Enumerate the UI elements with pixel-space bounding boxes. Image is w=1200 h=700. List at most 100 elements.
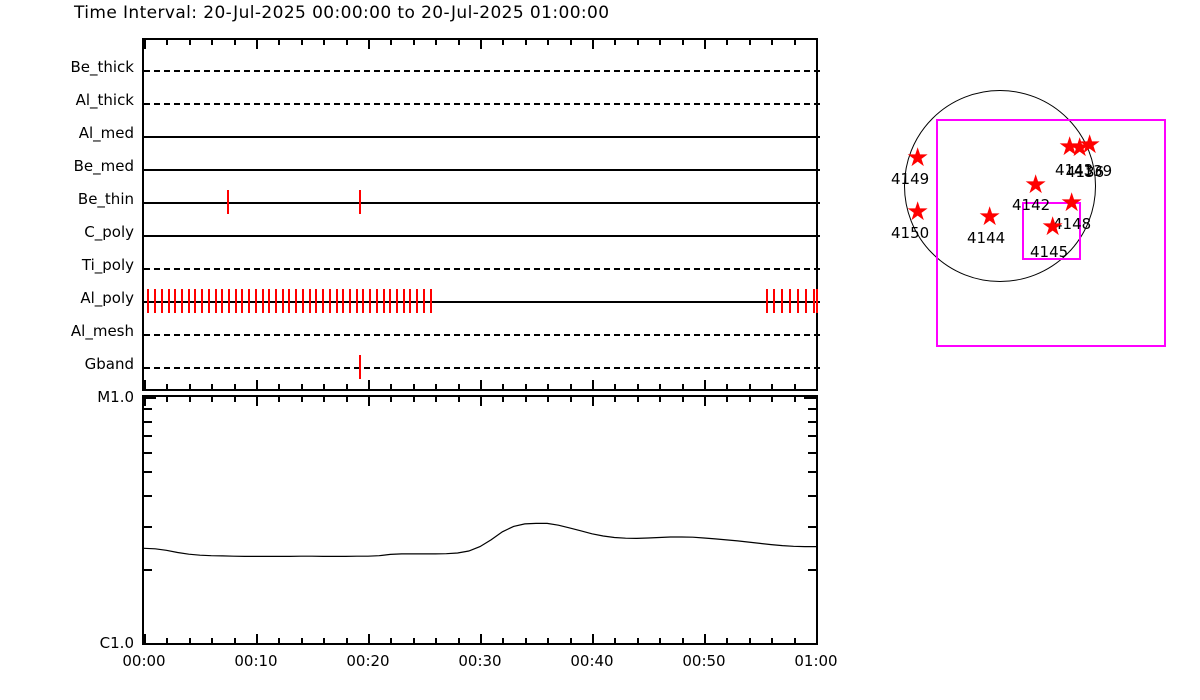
active-region-label-4150: 4150: [891, 224, 930, 242]
axis-tick: [166, 384, 169, 389]
filter-label-al_mesh: Al_mesh: [70, 322, 134, 340]
axis-tick: [457, 397, 460, 402]
axis-tick: [144, 420, 152, 423]
axis-tick: [614, 638, 617, 643]
filter-label-al_med: Al_med: [78, 124, 134, 142]
axis-tick: [256, 380, 258, 389]
axis-tick: [524, 638, 527, 643]
page-title: Time Interval: 20-Jul-2025 00:00:00 to 2…: [74, 3, 610, 23]
observation-tick: [160, 289, 163, 313]
axis-tick: [808, 494, 816, 497]
axis-tick: [808, 451, 816, 454]
axis-tick: [748, 638, 751, 643]
axis-tick: [659, 40, 662, 45]
axis-tick: [502, 384, 505, 389]
axis-tick: [323, 40, 326, 45]
filter-row-line-al_poly: [144, 301, 820, 303]
axis-tick: [681, 397, 684, 402]
observation-tick: [359, 355, 362, 379]
observation-tick: [295, 289, 298, 313]
axis-tick: [524, 40, 527, 45]
axis-tick: [457, 40, 460, 45]
axis-tick: [144, 40, 146, 49]
axis-tick: [726, 384, 729, 389]
axis-tick: [144, 494, 152, 497]
filter-row-line-be_med: [144, 169, 820, 171]
goes-x-label: 00:30: [458, 652, 502, 670]
goes-y-label-top: M1.0: [97, 388, 134, 406]
filter-axis-ticks-bottom: [144, 380, 820, 389]
observation-tick: [226, 190, 229, 214]
axis-tick: [808, 525, 816, 528]
filter-row-line-c_poly: [144, 235, 820, 237]
axis-tick: [211, 397, 214, 402]
axis-tick: [144, 471, 152, 474]
goes-x-label: 00:20: [346, 652, 390, 670]
observation-tick: [796, 289, 799, 313]
observation-tick: [375, 289, 378, 313]
axis-tick: [681, 638, 684, 643]
observation-tick: [369, 289, 372, 313]
axis-tick: [435, 40, 438, 45]
axis-tick: [636, 638, 639, 643]
filter-row-line-be_thick: [144, 70, 820, 72]
axis-tick: [614, 40, 617, 45]
filter-row-line-al_med: [144, 136, 820, 138]
observation-tick: [180, 289, 183, 313]
axis-tick: [144, 380, 146, 389]
axis-tick: [808, 435, 816, 438]
axis-tick: [547, 638, 550, 643]
axis-tick: [144, 435, 152, 438]
observation-tick: [234, 289, 237, 313]
filter-timeline-panel: [142, 38, 820, 391]
axis-tick: [300, 384, 303, 389]
axis-tick: [166, 638, 169, 643]
axis-tick: [144, 408, 152, 411]
axis-tick: [278, 638, 281, 643]
filter-label-al_poly: Al_poly: [80, 289, 134, 307]
axis-tick: [808, 568, 816, 571]
axis-tick: [323, 384, 326, 389]
observation-tick: [355, 289, 358, 313]
observation-tick: [359, 190, 362, 214]
axis-tick: [278, 40, 281, 45]
axis-tick: [547, 384, 550, 389]
observation-tick: [147, 289, 150, 313]
axis-tick: [412, 384, 415, 389]
axis-tick: [300, 40, 303, 45]
axis-tick: [390, 397, 393, 402]
axis-tick: [681, 40, 684, 45]
observation-tick: [362, 289, 365, 313]
observation-tick: [382, 289, 385, 313]
observation-tick: [348, 289, 351, 313]
axis-tick: [368, 40, 370, 49]
axis-tick: [808, 471, 816, 474]
observation-tick: [816, 289, 818, 313]
filter-label-c_poly: C_poly: [84, 223, 134, 241]
axis-tick: [614, 397, 617, 402]
axis-tick: [233, 40, 236, 45]
axis-tick: [480, 397, 482, 406]
axis-tick: [808, 408, 816, 411]
axis-tick: [435, 638, 438, 643]
axis-tick: [211, 40, 214, 45]
filter-row-line-be_thin: [144, 202, 820, 204]
observation-tick: [315, 289, 318, 313]
filter-row-line-al_mesh: [144, 334, 820, 336]
filter-label-gband: Gband: [84, 355, 134, 373]
observation-tick: [248, 289, 251, 313]
axis-tick: [435, 384, 438, 389]
axis-tick: [144, 568, 152, 571]
observation-tick: [416, 289, 419, 313]
active-region-label-4145: 4145: [1030, 243, 1069, 261]
axis-tick: [345, 40, 348, 45]
axis-tick: [816, 380, 818, 389]
outer-fov-box: [936, 119, 1166, 347]
axis-tick: [345, 384, 348, 389]
axis-tick: [144, 643, 156, 645]
inner-fov-box: [1022, 202, 1081, 260]
axis-tick: [793, 384, 796, 389]
axis-tick: [614, 384, 617, 389]
axis-tick: [166, 40, 169, 45]
axis-tick: [636, 40, 639, 45]
